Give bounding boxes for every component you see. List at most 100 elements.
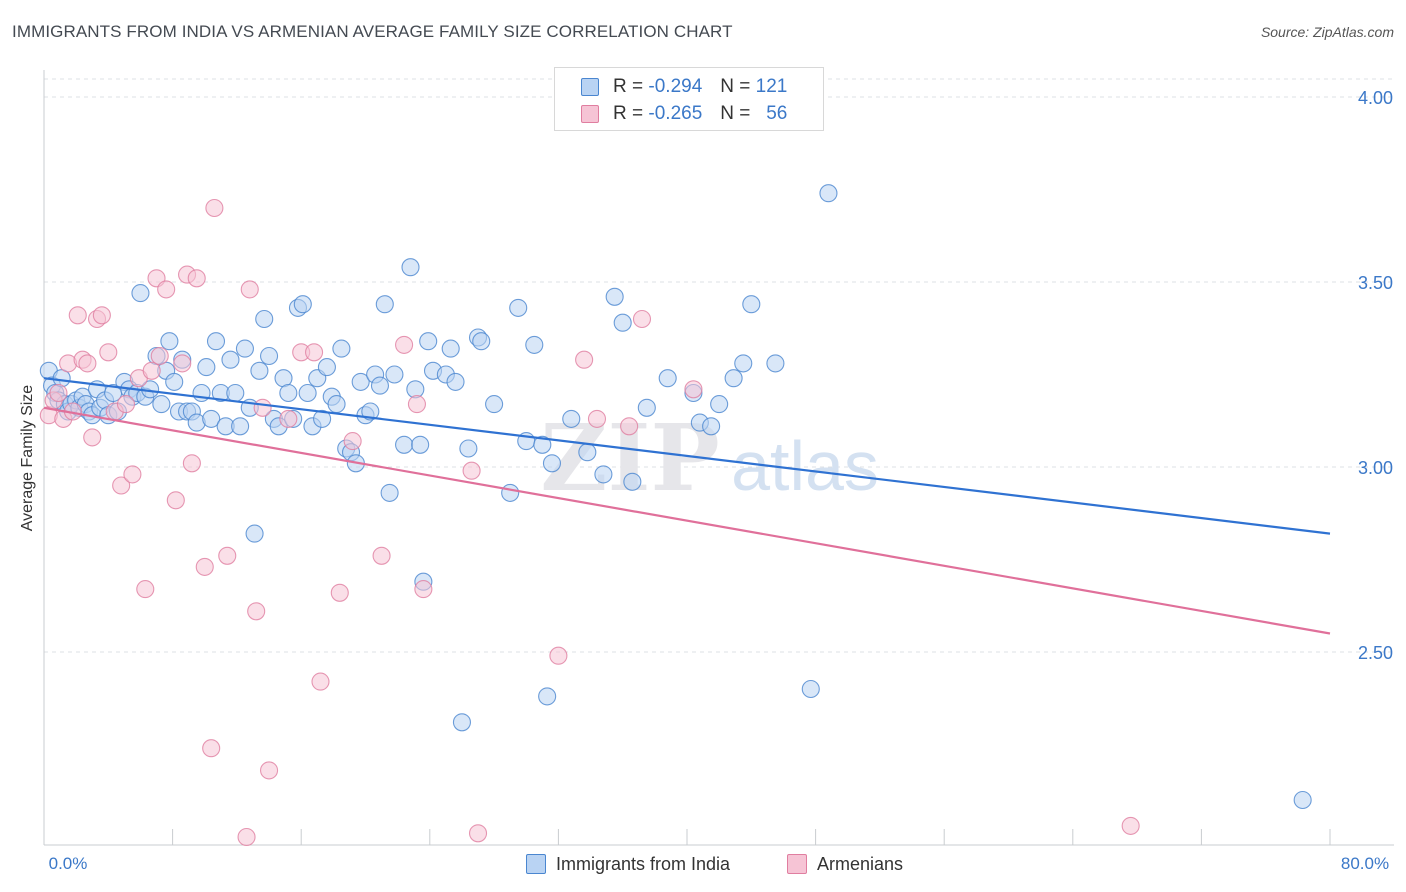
point-india: [361, 402, 380, 421]
point-armenian: [99, 343, 118, 362]
point-india: [525, 335, 544, 354]
tick-labels: 2.50 3.00 3.50 4.00 0.0% 80.0%: [49, 88, 1393, 873]
point-armenian: [78, 354, 97, 373]
bottom-legend-swatch-armenian: [787, 854, 807, 874]
point-armenian: [468, 824, 488, 843]
point-india: [279, 383, 298, 403]
point-armenian: [414, 580, 433, 599]
point-india: [459, 439, 478, 458]
point-armenian: [462, 461, 481, 480]
point-india: [401, 258, 420, 277]
point-armenian: [620, 417, 639, 436]
point-india: [221, 350, 240, 369]
point-armenian: [142, 361, 161, 380]
point-india: [160, 332, 179, 351]
watermark: ZIP atlas: [540, 404, 879, 512]
data-points: [39, 184, 1312, 847]
legend-india-r-value: -0.294: [648, 76, 703, 97]
bottom-legend-armenian: Armenians: [787, 852, 903, 876]
x-tick-label-end: 80.0%: [1341, 854, 1389, 873]
point-india: [351, 372, 370, 391]
point-armenian: [218, 546, 237, 565]
point-india: [197, 358, 216, 377]
point-india: [441, 339, 460, 358]
point-india: [380, 483, 399, 502]
point-armenian: [123, 465, 142, 484]
legend-armenian-r-label: R =: [613, 103, 644, 124]
point-armenian: [240, 280, 259, 299]
legend-armenian-n-value: 56: [766, 103, 788, 124]
point-india: [801, 679, 820, 699]
legend-row-india: R = -0.294 N = 121: [581, 75, 787, 99]
point-armenian: [575, 350, 594, 369]
point-india: [509, 298, 528, 317]
point-armenian: [49, 383, 68, 403]
trend-lines: [43, 377, 1331, 635]
point-armenian: [279, 409, 298, 428]
point-india: [317, 358, 336, 377]
point-india: [485, 395, 504, 414]
point-india: [710, 395, 729, 414]
legend-armenian-r-value: -0.265: [648, 103, 703, 124]
bottom-legend-india: Immigrants from India: [526, 852, 730, 876]
point-armenian: [237, 827, 256, 847]
point-india: [562, 409, 581, 428]
point-india: [298, 383, 317, 403]
point-armenian: [407, 395, 426, 414]
point-india: [623, 472, 642, 491]
point-india: [385, 365, 404, 384]
legend-armenian-n-label: N =: [720, 103, 751, 124]
point-india: [724, 369, 743, 388]
point-armenian: [205, 198, 224, 218]
point-armenian: [92, 306, 111, 325]
point-india: [231, 417, 250, 436]
point-india: [766, 354, 785, 373]
point-india: [472, 332, 491, 351]
point-armenian: [83, 428, 102, 447]
point-india: [226, 383, 245, 403]
point-armenian: [173, 354, 192, 373]
chart-title: IMMIGRANTS FROM INDIA VS ARMENIAN AVERAG…: [12, 22, 733, 41]
point-india: [742, 295, 761, 314]
point-india: [259, 346, 279, 366]
point-india: [255, 309, 274, 329]
point-india: [613, 313, 632, 332]
point-india: [594, 465, 613, 484]
point-armenian: [330, 583, 349, 602]
point-india: [375, 295, 394, 314]
point-armenian: [182, 454, 201, 473]
point-armenian: [684, 380, 703, 399]
y-tick-label: 3.50: [1358, 273, 1393, 293]
point-armenian: [150, 346, 169, 366]
trend-line-armenian: [43, 406, 1331, 635]
point-india: [327, 395, 346, 414]
legend-india-r-label: R =: [613, 76, 644, 97]
point-armenian: [395, 335, 414, 354]
point-india: [637, 398, 656, 417]
legend-india-n-label: N =: [720, 76, 751, 97]
point-india: [293, 295, 312, 314]
point-india: [370, 376, 390, 395]
point-india: [702, 417, 721, 436]
point-india: [533, 435, 552, 454]
point-india: [605, 287, 624, 306]
point-india: [250, 361, 269, 380]
point-armenian: [116, 395, 136, 414]
point-india: [501, 483, 520, 502]
point-india: [235, 339, 254, 358]
stats-legend: R = -0.294 N = 121 R = -0.265 N = 56: [554, 67, 824, 131]
point-armenian: [202, 739, 221, 758]
point-armenian: [343, 432, 362, 451]
legend-india-n-value: 121: [755, 76, 788, 97]
point-armenian: [311, 672, 330, 691]
bottom-legend-label-armenian: Armenians: [817, 853, 904, 874]
bottom-legend-label-india: Immigrants from India: [556, 853, 731, 874]
y-tick-label: 4.00: [1358, 88, 1393, 108]
y-tick-label: 3.00: [1358, 458, 1393, 478]
point-india: [658, 369, 677, 388]
point-armenian: [305, 343, 324, 362]
point-armenian: [136, 580, 155, 599]
point-india: [313, 409, 332, 428]
point-armenian: [68, 306, 87, 325]
point-india: [152, 395, 171, 414]
